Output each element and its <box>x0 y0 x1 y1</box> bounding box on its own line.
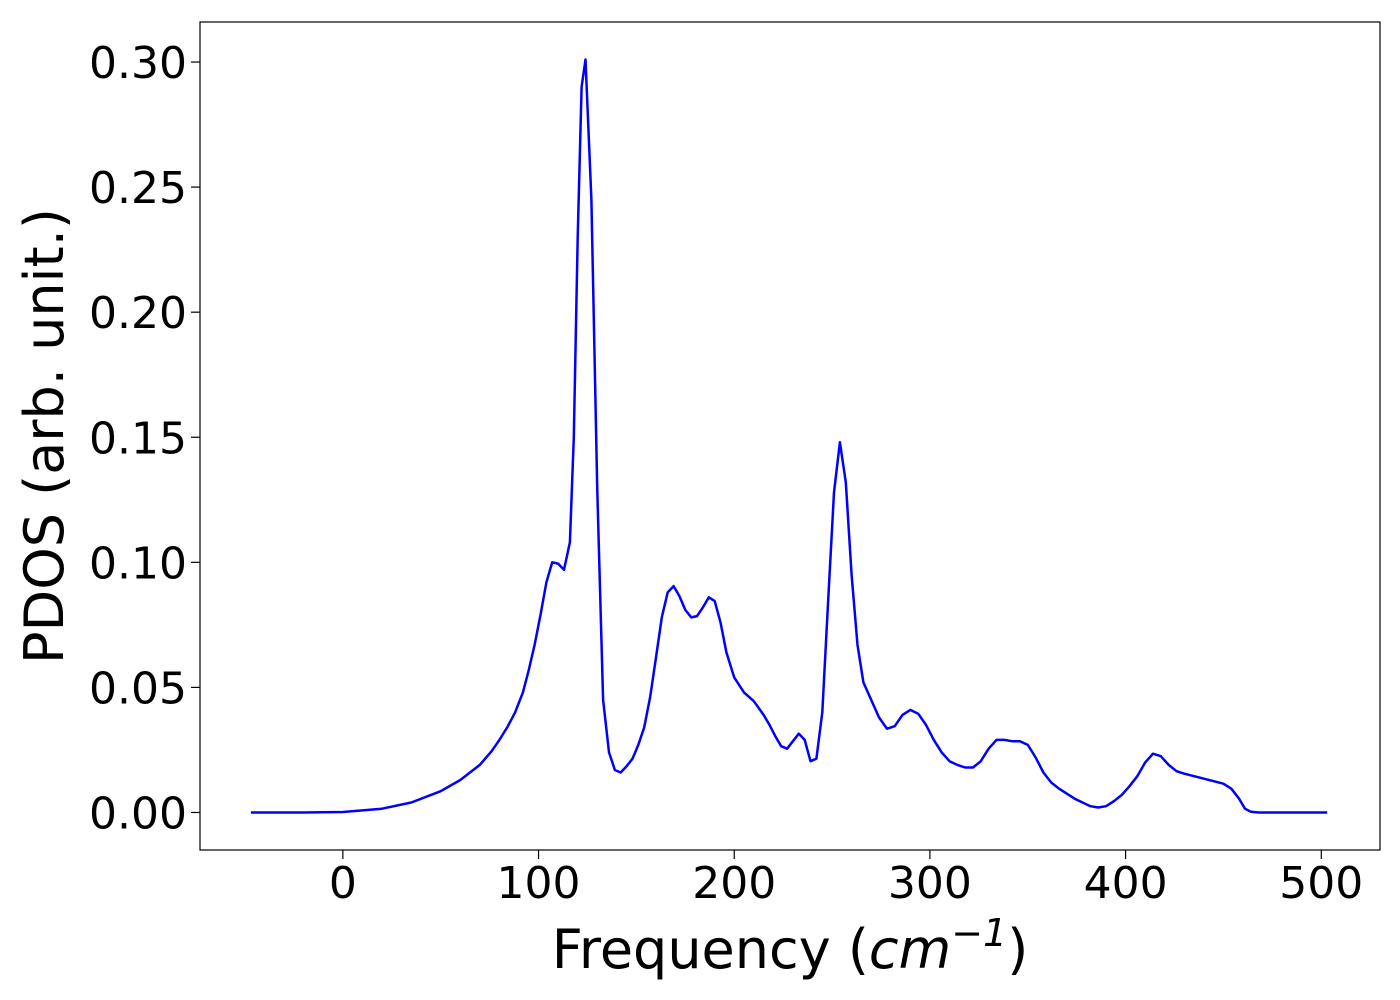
y-tick-label: 0.30 <box>89 38 187 89</box>
y-tick-label: 0.25 <box>89 163 187 214</box>
plot-area <box>199 21 1381 851</box>
y-axis-title: PDOS (arb. unit.) <box>13 208 76 664</box>
x-tick-label: 400 <box>1084 858 1168 909</box>
x-tick-label: 200 <box>692 858 776 909</box>
x-tick-label: 0 <box>329 858 357 909</box>
y-tick-label: 0.00 <box>89 788 187 839</box>
x-tick-label: 500 <box>1279 858 1363 909</box>
y-tick-label: 0.20 <box>89 288 187 339</box>
series-line-0 <box>250 58 1328 814</box>
plot-frame <box>199 21 1381 851</box>
y-tick-label: 0.05 <box>89 663 187 714</box>
x-tick-label: 100 <box>497 858 581 909</box>
y-tick-label: 0.15 <box>89 413 187 464</box>
y-axis-ticks: 0.00 0.05 0.10 0.15 0.20 0.25 0.30 <box>89 38 200 839</box>
x-axis-ticks: 0 100 200 300 400 500 <box>329 850 1363 909</box>
x-tick-label: 300 <box>888 858 972 909</box>
y-tick-label: 0.10 <box>89 538 187 589</box>
x-axis-title: Frequency (cm−1) <box>552 911 1029 981</box>
